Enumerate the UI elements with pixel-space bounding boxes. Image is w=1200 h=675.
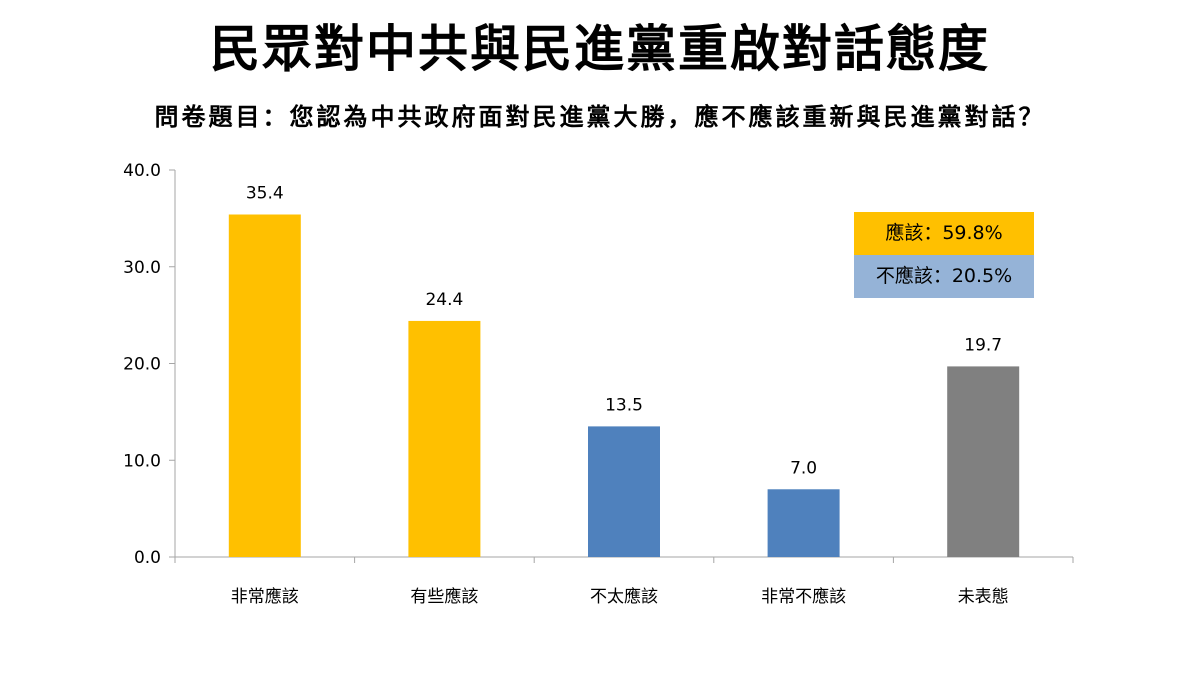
category-label: 非常應該 <box>231 586 299 607</box>
y-tick-label: 40.0 <box>123 161 161 181</box>
category-label: 非常不應該 <box>761 586 846 607</box>
bar-value-label: 13.5 <box>605 395 643 415</box>
chart-labels: 0.0 10.0 20.0 30.0 40.0 35.4 非常應該 24.4 有些應該 13.5 不… <box>123 161 1009 607</box>
bar-value-label: 35.4 <box>246 184 284 204</box>
bar <box>408 320 481 557</box>
chart-title: 民眾對中共與民進黨重啟對話態度 <box>210 20 990 78</box>
bar-value-label: 7.0 <box>790 458 817 478</box>
summary-no-box: 不應該：20.5% <box>854 255 1034 298</box>
bar-value-label: 19.7 <box>964 335 1002 355</box>
bar <box>947 366 1020 557</box>
y-tick-label: 0.0 <box>134 548 161 568</box>
bar <box>767 489 840 557</box>
chart-bars <box>228 214 1020 557</box>
bar-value-label: 24.4 <box>425 290 463 310</box>
category-label: 有些應該 <box>410 586 478 607</box>
y-tick-label: 30.0 <box>123 258 161 278</box>
bar <box>228 214 301 557</box>
chart-subtitle: 問卷題目：您認為中共政府面對民進黨大勝，應不應該重新與民進黨對話？ <box>154 102 1046 131</box>
category-label: 不太應該 <box>590 586 658 607</box>
bar <box>588 426 660 557</box>
summary-yes-box: 應該：59.8% <box>854 212 1034 255</box>
category-label: 未表態 <box>958 587 1009 607</box>
y-tick-label: 20.0 <box>123 355 161 375</box>
y-tick-label: 10.0 <box>123 451 161 471</box>
